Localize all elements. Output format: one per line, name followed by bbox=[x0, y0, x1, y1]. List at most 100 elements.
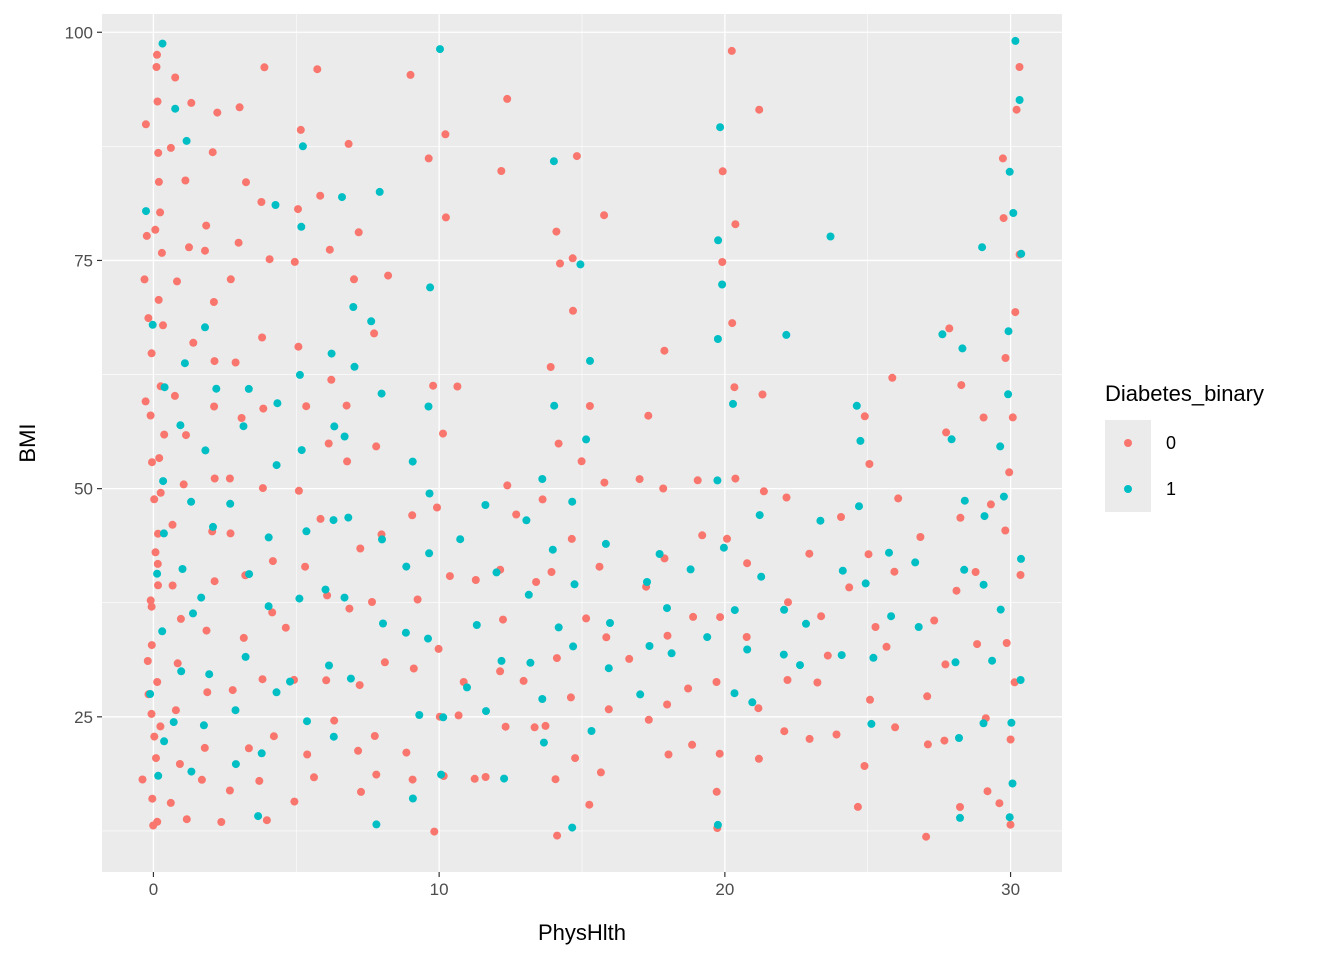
data-point-1 bbox=[604, 664, 613, 673]
data-point-0 bbox=[541, 721, 550, 730]
data-point-1 bbox=[713, 820, 722, 829]
data-point-0 bbox=[718, 167, 727, 176]
data-point-1 bbox=[587, 727, 596, 735]
data-point-0 bbox=[882, 642, 891, 651]
data-point-0 bbox=[147, 641, 156, 650]
data-point-1 bbox=[550, 401, 559, 410]
data-point-0 bbox=[154, 148, 163, 157]
data-point-0 bbox=[154, 295, 163, 304]
data-point-1 bbox=[344, 513, 353, 522]
data-point-1 bbox=[568, 823, 577, 832]
data-point-0 bbox=[239, 633, 248, 642]
data-point-0 bbox=[168, 520, 177, 529]
data-point-1 bbox=[802, 619, 810, 628]
data-point-1 bbox=[425, 489, 434, 498]
data-point-1 bbox=[852, 401, 861, 410]
data-point-0 bbox=[602, 633, 611, 642]
data-point-1 bbox=[980, 512, 989, 521]
data-point-1 bbox=[713, 335, 722, 343]
y-axis-title: BMI bbox=[15, 423, 40, 462]
data-point-1 bbox=[330, 422, 339, 431]
data-point-0 bbox=[715, 749, 724, 758]
data-point-0 bbox=[547, 568, 556, 576]
data-point-0 bbox=[258, 484, 267, 493]
data-point-0 bbox=[503, 481, 512, 490]
data-point-0 bbox=[577, 457, 586, 466]
data-point-0 bbox=[303, 750, 312, 759]
data-point-0 bbox=[255, 776, 264, 785]
data-point-1 bbox=[947, 435, 956, 444]
data-point-0 bbox=[941, 660, 950, 669]
data-point-0 bbox=[530, 723, 539, 732]
data-point-0 bbox=[731, 474, 740, 483]
data-point-0 bbox=[370, 732, 379, 740]
data-point-0 bbox=[441, 130, 450, 139]
data-point-0 bbox=[930, 616, 939, 625]
data-point-0 bbox=[553, 831, 562, 840]
data-point-1 bbox=[719, 543, 728, 552]
data-point-1 bbox=[159, 529, 168, 538]
data-point-1 bbox=[999, 492, 1008, 501]
data-point-0 bbox=[552, 227, 561, 236]
data-point-0 bbox=[916, 533, 925, 541]
data-point-0 bbox=[1016, 571, 1025, 579]
data-point-1 bbox=[169, 718, 178, 727]
data-point-1 bbox=[748, 698, 757, 707]
data-point-1 bbox=[379, 619, 387, 628]
data-point-0 bbox=[731, 220, 740, 229]
data-point-0 bbox=[923, 692, 932, 701]
data-point-1 bbox=[887, 612, 896, 621]
data-point-0 bbox=[322, 676, 331, 685]
data-point-0 bbox=[566, 693, 575, 702]
data-point-1 bbox=[197, 593, 206, 602]
data-point-0 bbox=[210, 577, 219, 586]
data-point-1 bbox=[1016, 676, 1025, 684]
data-point-1 bbox=[436, 45, 444, 54]
data-point-0 bbox=[986, 500, 995, 509]
data-point-0 bbox=[409, 664, 418, 673]
data-point-0 bbox=[281, 623, 290, 632]
data-point-0 bbox=[294, 205, 302, 214]
data-point-1 bbox=[569, 642, 578, 651]
x-axis-title: PhysHlth bbox=[538, 920, 626, 945]
data-point-0 bbox=[368, 598, 376, 606]
data-point-0 bbox=[257, 198, 266, 206]
data-point-0 bbox=[168, 581, 177, 590]
data-point-0 bbox=[497, 167, 506, 175]
data-point-0 bbox=[153, 50, 161, 59]
data-point-0 bbox=[688, 740, 697, 749]
data-point-1 bbox=[377, 389, 386, 398]
data-point-1 bbox=[524, 590, 533, 599]
data-point-0 bbox=[343, 457, 352, 466]
x-tick-label: 10 bbox=[430, 880, 449, 899]
data-point-0 bbox=[342, 401, 351, 410]
data-point-0 bbox=[956, 803, 964, 811]
data-point-0 bbox=[171, 73, 180, 82]
data-point-1 bbox=[463, 683, 471, 692]
data-point-1 bbox=[231, 760, 240, 769]
data-point-0 bbox=[372, 442, 381, 451]
data-point-1 bbox=[522, 516, 531, 525]
data-point-0 bbox=[430, 827, 439, 836]
data-point-0 bbox=[871, 623, 880, 631]
data-point-1 bbox=[826, 232, 835, 241]
data-point-0 bbox=[147, 602, 156, 611]
data-point-1 bbox=[1009, 209, 1018, 217]
data-point-0 bbox=[354, 228, 363, 237]
legend-title: Diabetes_binary bbox=[1105, 381, 1264, 406]
data-point-1 bbox=[911, 558, 920, 567]
y-tick-label: 75 bbox=[74, 251, 93, 270]
data-point-1 bbox=[297, 446, 306, 455]
data-point-1 bbox=[686, 565, 695, 574]
data-point-1 bbox=[636, 690, 645, 699]
data-point-1 bbox=[570, 580, 579, 589]
data-point-0 bbox=[755, 105, 764, 114]
data-point-1 bbox=[1007, 718, 1016, 727]
data-point-0 bbox=[957, 381, 966, 390]
data-point-0 bbox=[189, 338, 198, 347]
data-point-0 bbox=[890, 567, 899, 576]
data-point-0 bbox=[758, 390, 767, 399]
data-point-1 bbox=[1005, 167, 1014, 176]
data-point-1 bbox=[154, 771, 163, 780]
